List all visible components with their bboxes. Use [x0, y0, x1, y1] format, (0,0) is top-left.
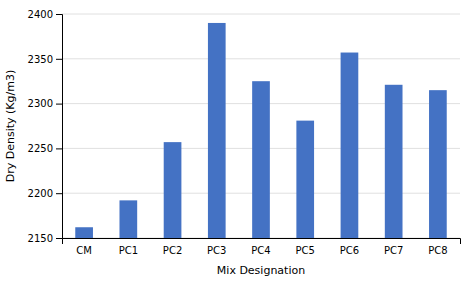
y-axis-title: Dry Density (Kg/m3): [4, 70, 17, 183]
y-tick-mark: [56, 104, 62, 105]
x-tick-label: PC2: [163, 245, 182, 256]
grid: [62, 14, 460, 238]
bar: [75, 227, 93, 238]
bar: [252, 81, 270, 238]
y-tick-mark: [56, 14, 62, 15]
y-tick-label: 2200: [28, 188, 53, 199]
bar: [208, 23, 226, 238]
x-axis-line: [63, 239, 461, 245]
x-axis-title: Mix Designation: [217, 264, 305, 277]
y-tick: 2200: [28, 188, 62, 199]
y-tick-mark: [56, 238, 62, 239]
y-axis-line: [56, 15, 63, 239]
x-tick: PC7: [384, 245, 403, 256]
grid-line: [62, 14, 460, 15]
y-tick: 2300: [28, 98, 62, 109]
chart-svg: CM PC1 PC2 PC3 PC4 PC5 PC6 PC7 PC8 2150 2200 2250 23…: [0, 0, 474, 284]
x-tick: PC4: [251, 245, 270, 256]
y-tick: 2150: [28, 233, 62, 244]
y-tick-mark: [56, 148, 62, 149]
bar: [385, 85, 403, 238]
y-tick: 2350: [28, 54, 62, 65]
x-tick-label: PC3: [207, 245, 226, 256]
x-tick-label: PC4: [251, 245, 270, 256]
x-tick: PC5: [296, 245, 315, 256]
bar: [164, 142, 182, 238]
chart-container: CM PC1 PC2 PC3 PC4 PC5 PC6 PC7 PC8 2150 2200 2250 23…: [0, 0, 474, 284]
x-tick: CM: [76, 245, 92, 256]
x-axis: CM PC1 PC2 PC3 PC4 PC5 PC6 PC7 PC8: [63, 239, 461, 257]
x-tick-label: PC7: [384, 245, 403, 256]
y-tick-label: 2250: [28, 143, 53, 154]
bar: [119, 200, 137, 238]
y-tick: 2250: [28, 143, 62, 154]
x-tick-label: PC1: [119, 245, 138, 256]
x-tick: PC6: [340, 245, 359, 256]
y-tick: 2400: [28, 9, 62, 20]
x-tick: PC8: [428, 245, 447, 256]
x-tick: PC3: [207, 245, 226, 256]
bar: [296, 121, 314, 238]
bar: [341, 53, 359, 238]
y-tick-label: 2350: [28, 54, 53, 65]
x-tick-label: PC6: [340, 245, 359, 256]
bars: [75, 23, 446, 238]
x-tick: PC2: [163, 245, 182, 256]
x-tick-label: PC8: [428, 245, 447, 256]
y-tick-label: 2400: [28, 9, 53, 20]
x-tick: PC1: [119, 245, 138, 256]
x-tick-label: CM: [76, 245, 92, 256]
y-tick-label: 2300: [28, 98, 53, 109]
grid-line: [62, 58, 460, 59]
y-axis: 2150 2200 2250 2300 2350 2400: [28, 9, 63, 244]
y-tick-mark: [56, 59, 62, 60]
x-tick-label: PC5: [296, 245, 315, 256]
y-tick-label: 2150: [28, 233, 53, 244]
bar: [429, 90, 447, 238]
y-tick-mark: [56, 193, 62, 194]
plot: CM PC1 PC2 PC3 PC4 PC5 PC6 PC7 PC8 2150 2200 2250 23…: [28, 9, 461, 256]
